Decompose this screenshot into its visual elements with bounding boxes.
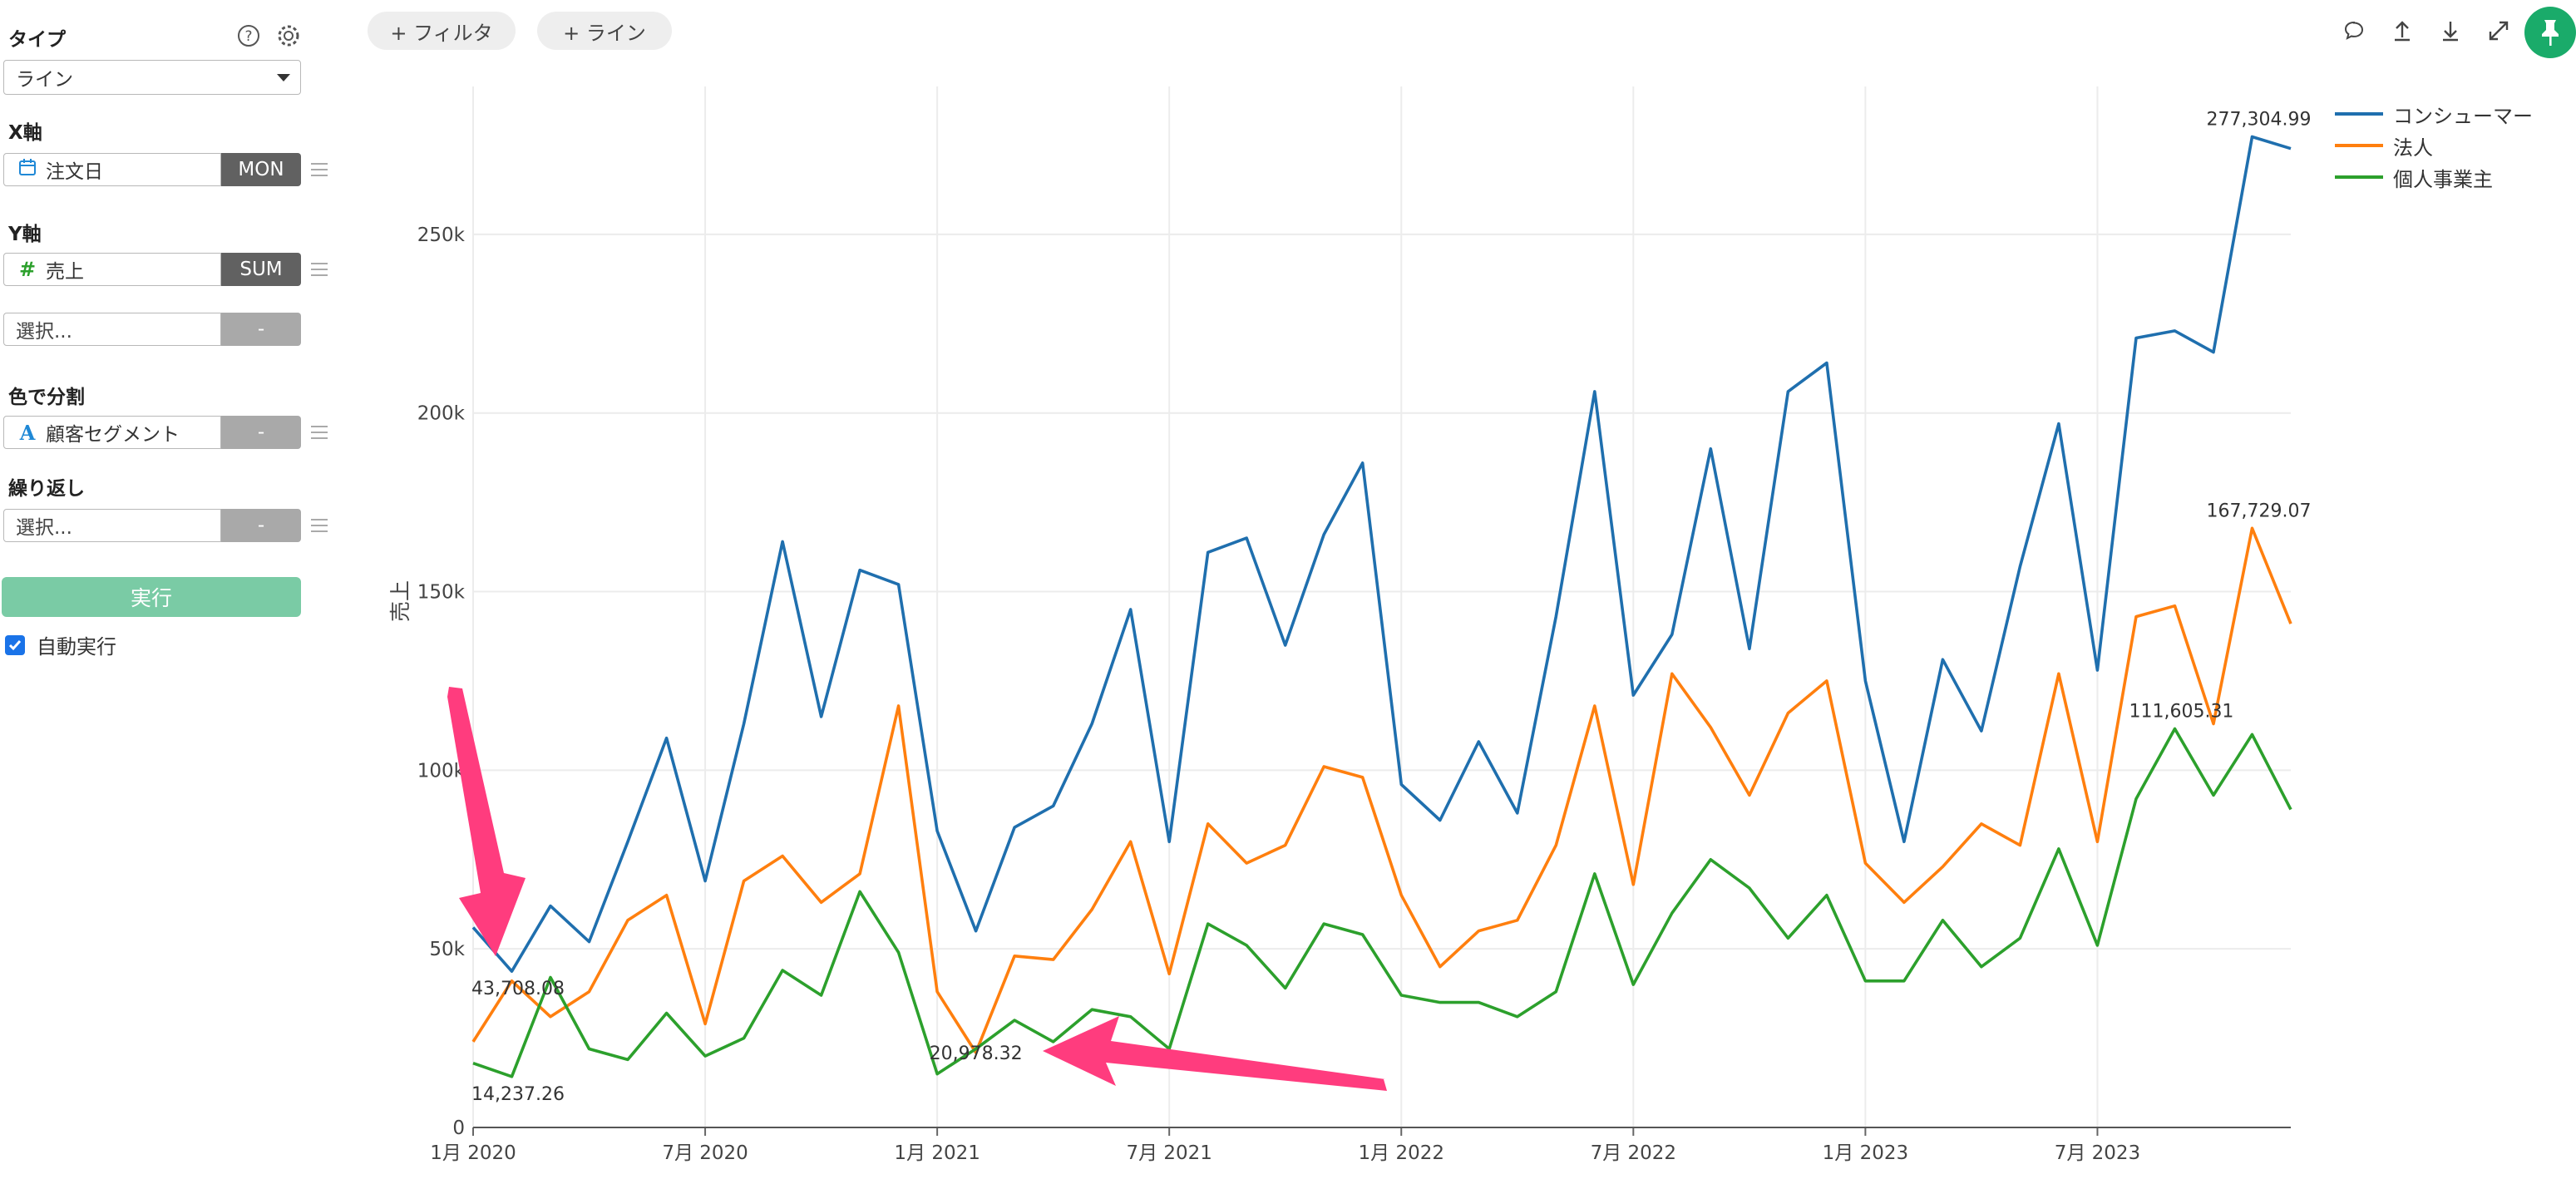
x-tick-label: 7月 2020 bbox=[662, 1142, 748, 1164]
repeat-field[interactable]: 選択... bbox=[3, 509, 221, 542]
legend-label: コンシューマー bbox=[2393, 104, 2533, 128]
check-icon bbox=[8, 639, 22, 650]
y-tick-label: 150k bbox=[417, 582, 466, 604]
legend-item-1[interactable]: 法人 bbox=[2335, 130, 2533, 161]
y-tick-label: 200k bbox=[417, 403, 466, 425]
y-tick-label: 250k bbox=[417, 224, 466, 246]
repeat-agg-button[interactable]: - bbox=[221, 509, 301, 542]
calendar-icon bbox=[16, 158, 39, 181]
x-agg-button[interactable]: MON bbox=[221, 153, 301, 186]
color-field-name: 顧客セグメント bbox=[46, 424, 180, 446]
repeat-drag-handle[interactable] bbox=[311, 519, 328, 532]
legend: コンシューマー 法人個人事業主 bbox=[2335, 98, 2533, 193]
y-axis-field[interactable]: # 売上 bbox=[3, 253, 221, 286]
y-tick-label: 0 bbox=[452, 1117, 465, 1139]
download-icon[interactable] bbox=[2438, 18, 2463, 43]
x-tick-label: 7月 2021 bbox=[1126, 1142, 1212, 1164]
add-line-button[interactable]: + ライン bbox=[537, 12, 672, 50]
legend-label: 法人 bbox=[2393, 136, 2433, 160]
run-button[interactable]: 実行 bbox=[2, 577, 301, 617]
annotation-arrows bbox=[447, 687, 1387, 1091]
chevron-down-icon bbox=[277, 74, 290, 81]
x-tick-label: 1月 2022 bbox=[1359, 1142, 1444, 1164]
legend-item-2[interactable]: 個人事業主 bbox=[2335, 161, 2533, 193]
data-label: 111,605.31 bbox=[2129, 701, 2233, 722]
expand-icon[interactable] bbox=[2486, 18, 2511, 43]
arrow-pointer bbox=[447, 687, 526, 956]
x-axis-field[interactable]: 注文日 bbox=[3, 153, 221, 186]
add-filter-button[interactable]: + フィルタ bbox=[368, 12, 516, 50]
color-agg-button[interactable]: - bbox=[221, 416, 301, 449]
data-label: 43,708.08 bbox=[471, 979, 565, 999]
data-label: 20,978.32 bbox=[930, 1043, 1023, 1064]
x-tick-label: 7月 2022 bbox=[1591, 1142, 1676, 1164]
arrow-pointer bbox=[1043, 1016, 1387, 1091]
auto-run-option[interactable]: 自動実行 bbox=[5, 630, 116, 659]
help-icon[interactable]: ? bbox=[236, 23, 261, 48]
chart-type-select[interactable]: ライン bbox=[3, 60, 301, 95]
pin-button[interactable] bbox=[2524, 7, 2576, 58]
color-field[interactable]: A 顧客セグメント bbox=[3, 416, 221, 449]
type-label: タイプ bbox=[8, 29, 66, 51]
y2-field[interactable]: 選択... bbox=[3, 313, 221, 346]
data-labels: 43,708.08 14,237.26 20,978.32 277,304.99 167… bbox=[471, 110, 2311, 1105]
x-tick-label: 7月 2023 bbox=[2055, 1142, 2140, 1164]
x-tick-label: 1月 2023 bbox=[1823, 1142, 1908, 1164]
svg-text:?: ? bbox=[244, 28, 252, 45]
axes: 0 50k 100k 150k 200k 250k 1月 2020 7月 2020 1月 202… bbox=[417, 224, 2291, 1164]
grid bbox=[472, 86, 2291, 1128]
auto-run-checkbox[interactable] bbox=[5, 634, 25, 655]
pin-icon bbox=[2542, 20, 2559, 46]
y-agg-button[interactable]: SUM bbox=[221, 253, 301, 286]
legend-swatch bbox=[2335, 175, 2383, 179]
x-drag-handle[interactable] bbox=[311, 163, 328, 176]
text-type-icon: A bbox=[19, 420, 36, 445]
sidebar: タイプ ? ライン X軸 注文日 MON Y軸 # 売上 SUM 選択... -… bbox=[0, 0, 328, 1184]
repeat-label: 繰り返し bbox=[8, 478, 85, 500]
color-drag-handle[interactable] bbox=[311, 426, 328, 439]
gear-icon[interactable] bbox=[276, 23, 301, 48]
auto-run-label: 自動実行 bbox=[37, 635, 116, 659]
data-label: 167,729.07 bbox=[2207, 501, 2312, 521]
y-field-name: 売上 bbox=[46, 261, 84, 283]
repeat-placeholder: 選択... bbox=[16, 517, 72, 539]
y-tick-label: 100k bbox=[417, 760, 466, 782]
y2-agg-button[interactable]: - bbox=[221, 313, 301, 346]
series-line-1[interactable] bbox=[471, 526, 2292, 1054]
number-icon: # bbox=[18, 258, 37, 281]
legend-item-0[interactable]: コンシューマー bbox=[2335, 98, 2533, 130]
x-tick-label: 1月 2020 bbox=[430, 1142, 516, 1164]
series-line-2[interactable] bbox=[472, 727, 2292, 1078]
x-field-name: 注文日 bbox=[46, 161, 103, 183]
legend-label: 個人事業主 bbox=[2393, 167, 2493, 191]
legend-swatch bbox=[2335, 112, 2383, 116]
y-drag-handle[interactable] bbox=[311, 263, 328, 276]
data-label: 277,304.99 bbox=[2207, 110, 2312, 131]
legend-swatch bbox=[2335, 144, 2383, 147]
y-axis-label: Y軸 bbox=[8, 224, 42, 245]
y2-placeholder: 選択... bbox=[16, 321, 72, 343]
color-split-label: 色で分割 bbox=[8, 387, 85, 408]
x-axis-label: X軸 bbox=[8, 122, 42, 144]
data-label: 14,237.26 bbox=[471, 1084, 565, 1105]
x-tick-label: 1月 2021 bbox=[894, 1142, 980, 1164]
series-lines bbox=[471, 135, 2292, 1078]
y-tick-label: 50k bbox=[429, 939, 465, 960]
chart-type-value: ライン bbox=[16, 69, 73, 91]
upload-icon[interactable] bbox=[2390, 18, 2415, 43]
comment-icon[interactable] bbox=[2342, 18, 2366, 43]
y-axis-title: 売上 bbox=[388, 580, 412, 622]
series-line-0[interactable] bbox=[471, 135, 2292, 973]
